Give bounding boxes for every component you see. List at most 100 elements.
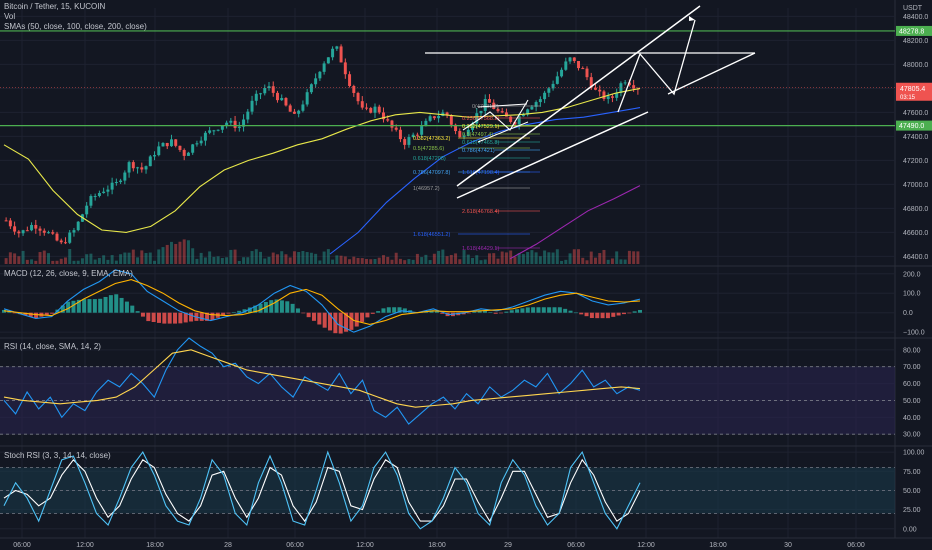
candle-body (437, 115, 441, 119)
candle-body (487, 99, 491, 103)
volume-bar (394, 252, 398, 264)
volume-legend[interactable]: Vol (4, 12, 15, 21)
volume-bar (250, 251, 254, 264)
macd-histogram-bar (370, 312, 375, 314)
symbol-title[interactable]: Bitcoin / Tether, 15, KUCOIN (4, 2, 106, 11)
volume-bar (483, 259, 487, 264)
candle-body (55, 233, 59, 241)
candle-body (212, 130, 216, 132)
candle-body (284, 97, 288, 106)
volume-bar (203, 257, 207, 264)
volume-bar (547, 252, 551, 264)
stochrsi-legend[interactable]: Stoch RSI (3, 3, 14, 14, close) (4, 451, 111, 460)
drawing-tools[interactable]: 0.382(47363.2) 0.5(47285.6) 0.618(47208) 0.… (413, 5, 756, 252)
candle-body (292, 111, 296, 114)
volume-bar (297, 251, 301, 264)
time-label: 06:00 (13, 542, 31, 549)
fib-level-label: 0.5(47497.4) (462, 132, 493, 138)
small-projection (462, 99, 529, 131)
macd-histogram-bar (60, 305, 65, 313)
candle-body (131, 162, 135, 169)
candle-body (458, 131, 462, 137)
candle-body (263, 88, 267, 94)
volume-bar (110, 255, 114, 264)
macd-histogram-bar (140, 312, 145, 317)
rsi-legend[interactable]: RSI (14, close, SMA, 14, 2) (4, 342, 101, 351)
candle-body (530, 106, 534, 110)
time-label: 18:00 (709, 542, 727, 549)
candle-body (148, 156, 152, 167)
candle-body (85, 205, 89, 215)
volume-bar (259, 251, 263, 264)
symbol-legend[interactable]: Bitcoin / Tether, 15, KUCOIN (4, 2, 105, 11)
macd-histogram-bar (365, 312, 370, 318)
fib-level-label: 1.618(47198.4) (462, 170, 499, 176)
stoch-axis-label: 75.00 (903, 469, 921, 476)
fib-level-label: 0.382(47363.2) (413, 136, 450, 142)
rsi-line (3, 337, 641, 425)
candle-body (140, 167, 144, 170)
macd-histogram-bar (237, 310, 242, 313)
volume-bar (123, 252, 127, 264)
candle-body (517, 116, 521, 125)
volume-bar (131, 249, 135, 264)
volume-bar (305, 252, 309, 264)
volume-bar (335, 255, 339, 264)
macd-histogram-bar (338, 312, 343, 334)
stochrsi-pane (0, 450, 895, 530)
macd-histogram-bar (173, 312, 178, 324)
candle-body (551, 83, 555, 89)
candle-body (394, 127, 398, 130)
candle-body (322, 63, 326, 72)
volume-bar (225, 257, 229, 264)
price-pane (0, 30, 895, 264)
volume-bar (301, 250, 305, 264)
volume-bar (551, 252, 555, 264)
candle-body (38, 228, 42, 231)
candle-body (59, 240, 63, 243)
time-label: 12:00 (637, 542, 655, 549)
sma-legend[interactable]: SMAs (50, close, 100, close, 200, close) (4, 22, 147, 31)
candle-body (165, 142, 169, 147)
macd-histogram-bar (183, 312, 188, 323)
candle-body (403, 139, 407, 145)
macd-axis-label: 200.0 (903, 271, 921, 278)
macd-histogram-bar (595, 312, 600, 319)
fib-level-label: 0.236(47568.2) (462, 116, 499, 122)
volume-bar (602, 249, 606, 264)
candle-body (365, 107, 369, 109)
time-axis[interactable]: 06:00 12:00 18:00 28 06:00 12:00 18:00 29 06:00 1… (13, 542, 865, 549)
candle-body (47, 232, 51, 234)
volume-bar (93, 259, 97, 264)
price-axes[interactable]: 46400.0 46600.0 46800.0 47000.0 47200.0 47400… (896, 14, 932, 533)
volume-bar (216, 256, 220, 264)
macd-histogram-bar (295, 308, 300, 313)
macd-histogram-bar (231, 312, 236, 313)
volume-bar (63, 257, 67, 264)
volume-bar (280, 251, 284, 264)
volume-bar (420, 257, 424, 264)
volume-bar (309, 252, 313, 264)
candle-body (534, 102, 538, 107)
candle-body (195, 143, 199, 145)
candle-body (93, 196, 97, 198)
macd-histogram-bar (279, 300, 284, 313)
macd-histogram-bar (504, 311, 509, 313)
macd-histogram-bar (509, 310, 514, 313)
fib-level-label: 0.382(47529.1) (462, 124, 499, 130)
volume-bar (326, 249, 330, 264)
volume-bar (610, 258, 614, 264)
macd-histogram-bar (605, 312, 610, 319)
candle-body (106, 189, 110, 192)
volume-bar (636, 251, 640, 264)
volume-bar (38, 252, 42, 264)
candle-body (513, 121, 517, 125)
macd-histogram-bar (483, 311, 488, 313)
fib-level-label: 1(46957.2) (413, 186, 440, 192)
macd-histogram-bar (71, 300, 76, 313)
volume-bar (517, 253, 521, 264)
candle-body (89, 196, 93, 206)
indicator-panes[interactable] (0, 30, 895, 530)
macd-legend[interactable]: MACD (12, 26, close, 9, EMA, EMA) (4, 269, 133, 278)
